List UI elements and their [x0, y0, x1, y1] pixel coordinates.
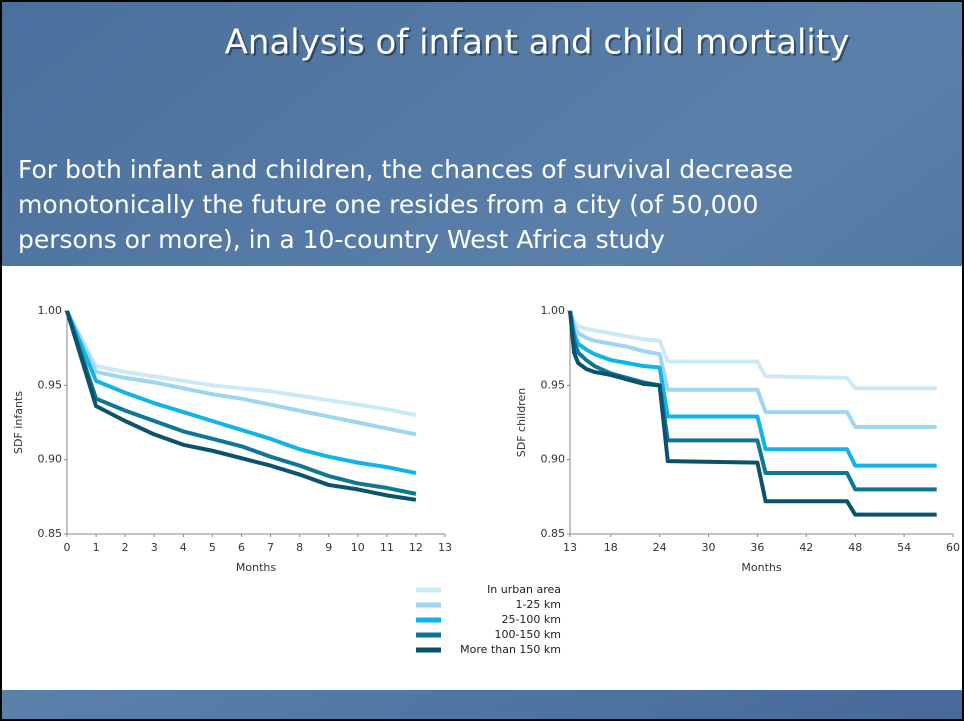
x-tick-label: 18	[604, 541, 618, 554]
title: Analysis of infant and child mortality	[225, 23, 850, 63]
series-line	[65, 310, 417, 476]
x-tick-label: 2	[122, 541, 129, 554]
figure-panel	[2, 266, 962, 690]
legend-label: 1-25 km	[515, 598, 561, 611]
x-tick-label: 48	[848, 541, 862, 554]
y-tick-label: 0.95	[541, 378, 566, 391]
x-axis-title: Months	[741, 561, 781, 574]
x-tick-label: 8	[296, 541, 303, 554]
x-tick-label: 30	[702, 541, 716, 554]
x-tick-label: 24	[653, 541, 667, 554]
y-axis-title: SDF children	[515, 388, 528, 457]
x-tick-label: 5	[209, 541, 216, 554]
y-tick-label: 0.85	[541, 527, 566, 540]
title-shadow: Analysis of infant and child mortality	[227, 25, 852, 65]
x-tick-label: 60	[946, 541, 960, 554]
y-tick-label: 0.90	[38, 453, 63, 466]
series-line	[568, 310, 937, 468]
y-tick-label: 1.00	[541, 304, 566, 317]
x-tick-label: 7	[267, 541, 274, 554]
series-line	[568, 310, 937, 517]
x-tick-label: 54	[897, 541, 911, 554]
legend-label: More than 150 km	[460, 643, 561, 656]
x-tick-label: 10	[351, 541, 365, 554]
x-tick-label: 0	[64, 541, 71, 554]
x-tick-label: 12	[409, 541, 423, 554]
y-tick-label: 0.85	[38, 527, 63, 540]
x-tick-label: 3	[151, 541, 158, 554]
series-line	[65, 310, 417, 418]
y-tick-label: 1.00	[38, 304, 63, 317]
series-line	[568, 310, 937, 391]
x-tick-label: 13	[438, 541, 452, 554]
x-axis-title: Months	[236, 561, 276, 574]
body-line: monotonically the future one resides fro…	[18, 190, 758, 219]
x-tick-label: 6	[238, 541, 245, 554]
legend-label: In urban area	[487, 583, 561, 596]
x-tick-label: 11	[380, 541, 394, 554]
x-tick-label: 36	[750, 541, 764, 554]
legend-label: 100-150 km	[494, 628, 561, 641]
legend-label: 25-100 km	[501, 613, 561, 626]
series-line	[65, 310, 417, 502]
y-axis-title: SDF infants	[12, 391, 25, 454]
y-tick-label: 0.90	[541, 453, 566, 466]
series-line	[65, 310, 417, 437]
x-tick-label: 42	[799, 541, 813, 554]
series-line	[65, 310, 417, 496]
body-line: persons or more), in a 10-country West A…	[18, 225, 665, 254]
x-tick-label: 1	[93, 541, 100, 554]
body-line: For both infant and children, the chance…	[18, 155, 793, 184]
x-tick-label: 9	[325, 541, 332, 554]
series-line	[568, 310, 937, 429]
y-tick-label: 0.95	[38, 378, 63, 391]
x-tick-label: 13	[563, 541, 577, 554]
x-tick-label: 4	[180, 541, 187, 554]
